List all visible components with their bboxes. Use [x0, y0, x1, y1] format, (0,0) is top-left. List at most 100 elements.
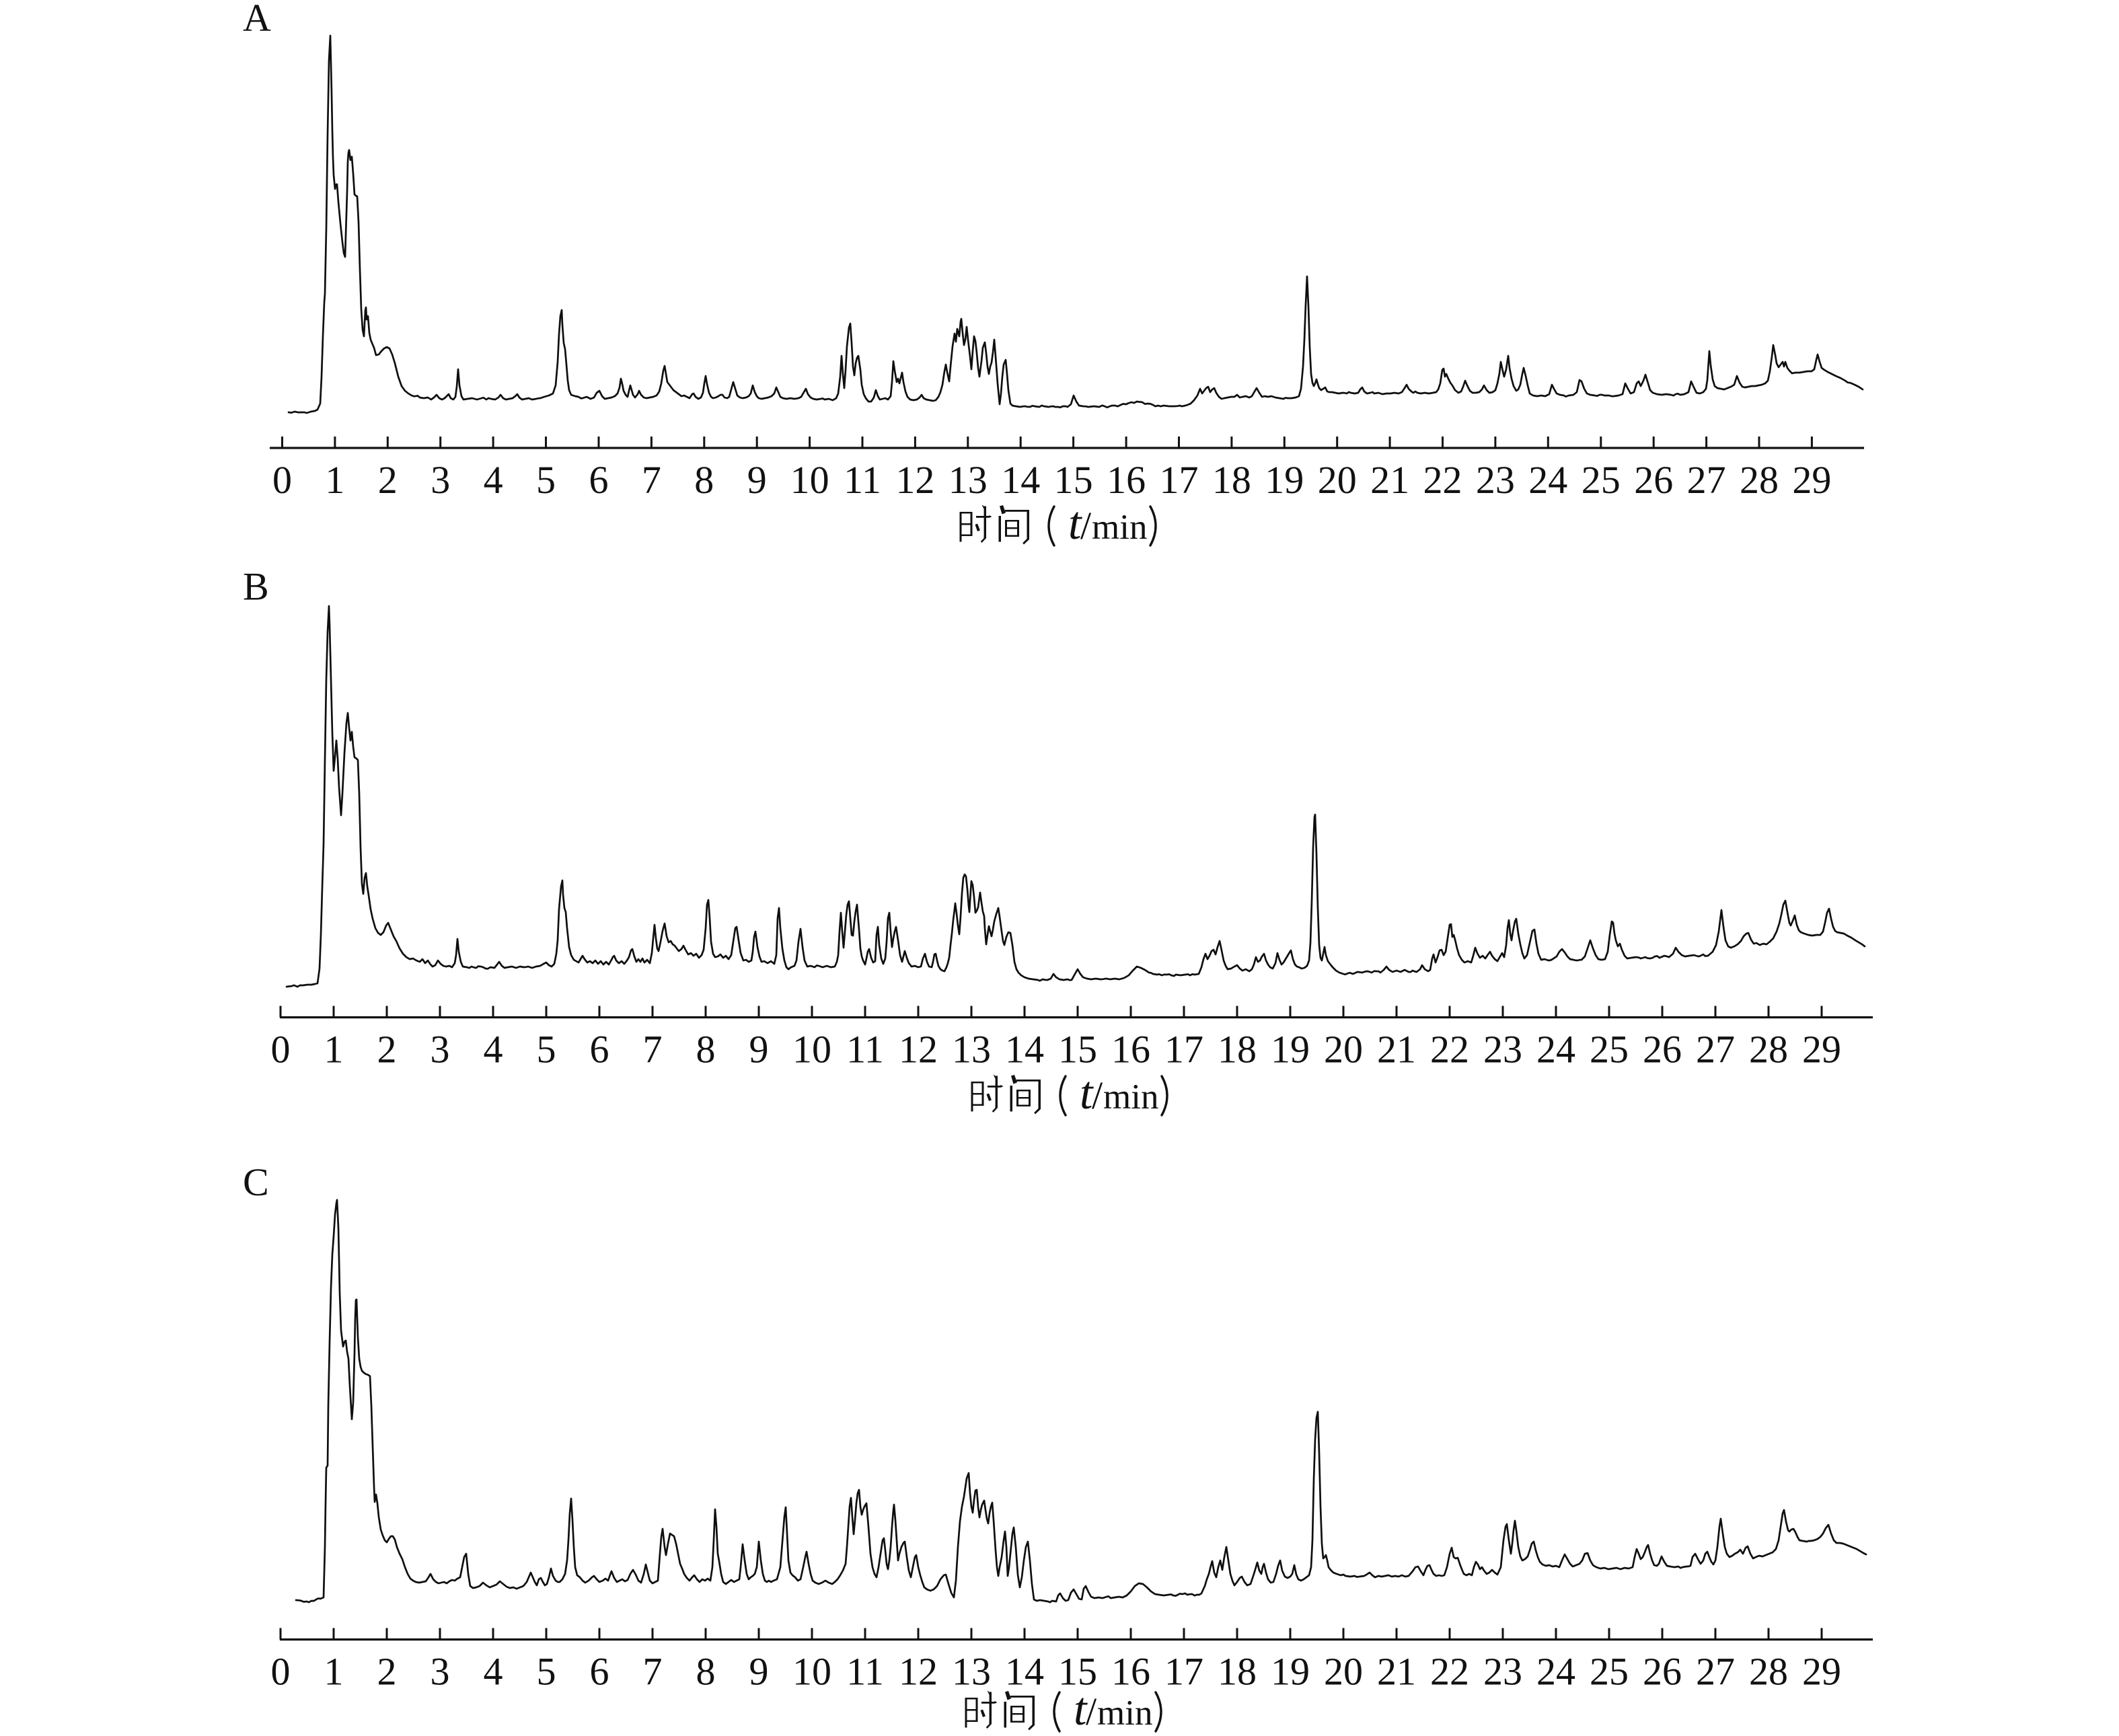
- svg-text:6: 6: [590, 1650, 609, 1694]
- svg-text:0: 0: [271, 1650, 291, 1694]
- svg-text:19: 19: [1271, 1650, 1310, 1694]
- svg-text:8: 8: [694, 458, 714, 502]
- svg-text:27: 27: [1696, 1650, 1735, 1694]
- svg-text:16: 16: [1111, 1650, 1150, 1694]
- svg-text:18: 18: [1218, 1650, 1257, 1694]
- svg-text:12: 12: [899, 1650, 938, 1694]
- svg-text:17: 17: [1164, 1028, 1203, 1071]
- svg-text:23: 23: [1476, 458, 1515, 502]
- svg-text:26: 26: [1643, 1028, 1682, 1071]
- svg-text:4: 4: [484, 458, 503, 502]
- svg-text:min: min: [1097, 1694, 1152, 1733]
- svg-text:/: /: [1080, 504, 1092, 548]
- svg-text:5: 5: [537, 1028, 556, 1071]
- svg-text:15: 15: [1058, 1028, 1097, 1071]
- svg-text:1: 1: [325, 458, 344, 502]
- svg-text:1: 1: [324, 1650, 344, 1694]
- svg-text:25: 25: [1590, 1650, 1629, 1694]
- svg-text:9: 9: [749, 1028, 769, 1071]
- svg-text:8: 8: [696, 1650, 716, 1694]
- svg-text:5: 5: [536, 458, 556, 502]
- svg-text:12: 12: [899, 1028, 938, 1071]
- svg-text:2: 2: [377, 1650, 397, 1694]
- svg-text:2: 2: [378, 458, 398, 502]
- svg-text:27: 27: [1687, 458, 1726, 502]
- svg-text:21: 21: [1370, 458, 1409, 502]
- svg-text:20: 20: [1318, 458, 1357, 502]
- svg-text:9: 9: [747, 458, 767, 502]
- svg-text:14: 14: [1005, 1650, 1044, 1694]
- svg-text:2: 2: [377, 1028, 397, 1071]
- svg-text:7: 7: [643, 1650, 663, 1694]
- svg-text:C: C: [243, 1160, 269, 1204]
- svg-text:17: 17: [1160, 458, 1199, 502]
- svg-text:0: 0: [271, 1028, 291, 1071]
- svg-text:/: /: [1086, 1690, 1097, 1733]
- svg-text:5: 5: [537, 1650, 556, 1694]
- svg-text:A: A: [243, 0, 271, 40]
- svg-text:14: 14: [1005, 1028, 1044, 1071]
- svg-text:6: 6: [589, 458, 609, 502]
- svg-text:13: 13: [949, 458, 988, 502]
- svg-text:6: 6: [590, 1028, 609, 1071]
- svg-text:19: 19: [1271, 1028, 1310, 1071]
- svg-text:13: 13: [952, 1028, 991, 1071]
- svg-text:14: 14: [1001, 458, 1040, 502]
- svg-text:13: 13: [952, 1650, 991, 1694]
- svg-text:29: 29: [1802, 1028, 1841, 1071]
- svg-text:1: 1: [324, 1028, 344, 1071]
- svg-text:t: t: [1074, 1684, 1088, 1735]
- svg-text:16: 16: [1107, 458, 1146, 502]
- svg-text:7: 7: [643, 1028, 663, 1071]
- svg-text:min: min: [1092, 508, 1147, 547]
- svg-text:19: 19: [1265, 458, 1304, 502]
- svg-text:24: 24: [1528, 458, 1567, 502]
- svg-text:10: 10: [790, 458, 829, 502]
- svg-text:21: 21: [1377, 1028, 1416, 1071]
- svg-text:10: 10: [792, 1028, 831, 1071]
- svg-text:20: 20: [1324, 1650, 1363, 1694]
- svg-text:4: 4: [484, 1650, 503, 1694]
- svg-text:15: 15: [1054, 458, 1093, 502]
- svg-text:29: 29: [1802, 1650, 1841, 1694]
- svg-text:3: 3: [431, 458, 450, 502]
- svg-text:18: 18: [1218, 1028, 1257, 1071]
- svg-text:27: 27: [1696, 1028, 1735, 1071]
- svg-text:28: 28: [1749, 1028, 1788, 1071]
- svg-text:23: 23: [1483, 1650, 1522, 1694]
- svg-text:20: 20: [1324, 1028, 1363, 1071]
- svg-text:9: 9: [749, 1650, 769, 1694]
- svg-text:8: 8: [696, 1028, 716, 1071]
- svg-text:0: 0: [272, 458, 292, 502]
- svg-text:18: 18: [1212, 458, 1251, 502]
- svg-text:25: 25: [1590, 1028, 1629, 1071]
- svg-text:22: 22: [1423, 458, 1462, 502]
- svg-text:4: 4: [484, 1028, 503, 1071]
- svg-text:22: 22: [1430, 1028, 1469, 1071]
- svg-text:16: 16: [1111, 1028, 1150, 1071]
- svg-text:24: 24: [1536, 1028, 1575, 1071]
- svg-text:/: /: [1092, 1073, 1103, 1117]
- svg-text:17: 17: [1164, 1650, 1203, 1694]
- svg-text:10: 10: [792, 1650, 831, 1694]
- svg-text:11: 11: [844, 458, 881, 502]
- svg-text:26: 26: [1634, 458, 1673, 502]
- svg-text:15: 15: [1058, 1650, 1097, 1694]
- svg-text:22: 22: [1430, 1650, 1469, 1694]
- svg-text:t: t: [1080, 1067, 1094, 1119]
- svg-text:23: 23: [1483, 1028, 1522, 1071]
- svg-text:3: 3: [431, 1650, 450, 1694]
- svg-text:29: 29: [1792, 458, 1831, 502]
- svg-text:24: 24: [1536, 1650, 1575, 1694]
- svg-text:28: 28: [1749, 1650, 1788, 1694]
- svg-text:3: 3: [431, 1028, 450, 1071]
- svg-text:12: 12: [895, 458, 934, 502]
- svg-text:21: 21: [1377, 1650, 1416, 1694]
- svg-text:t: t: [1068, 498, 1082, 550]
- svg-text:26: 26: [1643, 1650, 1682, 1694]
- svg-text:25: 25: [1582, 458, 1621, 502]
- svg-text:B: B: [243, 565, 269, 609]
- svg-text:11: 11: [846, 1650, 884, 1694]
- svg-text:28: 28: [1740, 458, 1779, 502]
- svg-text:11: 11: [846, 1028, 884, 1071]
